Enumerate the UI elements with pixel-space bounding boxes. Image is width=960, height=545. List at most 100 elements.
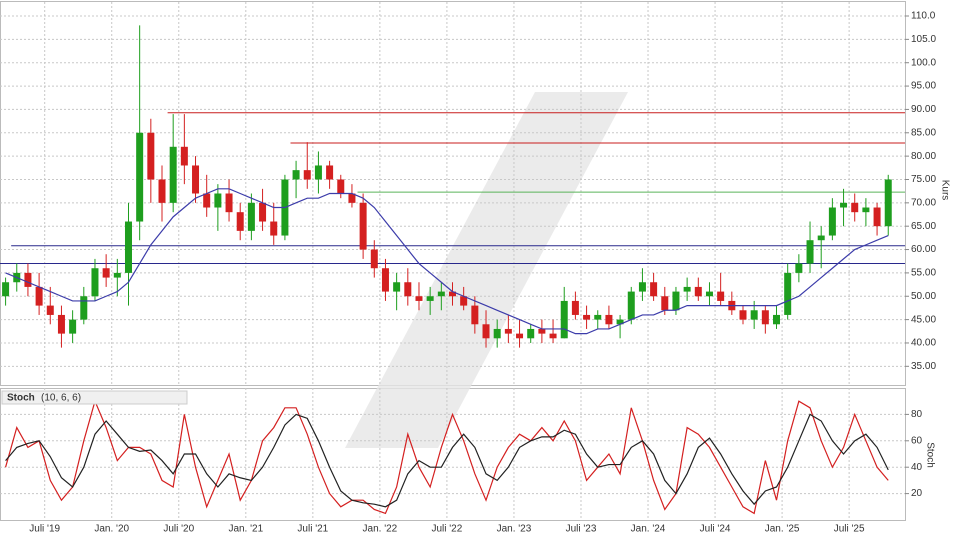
watermark bbox=[345, 92, 628, 448]
candle-body bbox=[717, 291, 725, 301]
candle-body bbox=[705, 291, 713, 297]
candle-body bbox=[270, 221, 278, 236]
y-axis-label: Stoch bbox=[924, 442, 935, 468]
candle-body bbox=[527, 328, 535, 339]
candle-body bbox=[203, 193, 211, 208]
candle-body bbox=[471, 305, 479, 325]
candle-body bbox=[460, 296, 468, 306]
candle-body bbox=[627, 291, 635, 320]
legend-title: Stoch bbox=[7, 393, 35, 404]
candle-body bbox=[650, 282, 658, 297]
candle-body bbox=[549, 333, 557, 339]
y-tick-label: 35.00 bbox=[911, 361, 936, 372]
legend-box bbox=[1, 390, 188, 405]
y-tick-label: 60 bbox=[911, 435, 923, 446]
candle-body bbox=[57, 314, 65, 334]
y-axis-label: Kurs bbox=[939, 180, 950, 201]
x-tick-label: Juli '19 bbox=[29, 524, 60, 535]
candle-body bbox=[449, 291, 456, 297]
x-tick-label: Juli '23 bbox=[566, 524, 597, 535]
candle-body bbox=[739, 310, 747, 320]
candle-body bbox=[761, 310, 769, 325]
candle-body bbox=[594, 314, 602, 320]
x-tick-label: Juli '22 bbox=[431, 524, 462, 535]
x-tick-label: Jan. '21 bbox=[228, 524, 263, 535]
y-tick-label: 70.00 bbox=[911, 197, 936, 208]
candle-body bbox=[124, 221, 132, 273]
candle-body bbox=[560, 300, 568, 339]
candle-body bbox=[113, 272, 121, 278]
candle-body bbox=[415, 296, 423, 301]
y-tick-label: 85.00 bbox=[911, 127, 936, 138]
moving-average bbox=[5, 188, 889, 335]
candle-body bbox=[773, 314, 781, 325]
candle-body bbox=[326, 165, 334, 180]
y-tick-label: 105.0 bbox=[911, 34, 936, 45]
x-tick-label: Juli '24 bbox=[700, 524, 731, 535]
candle-body bbox=[851, 202, 859, 213]
candle-body bbox=[91, 268, 99, 297]
candle-body bbox=[169, 146, 177, 203]
candle-body bbox=[583, 314, 591, 320]
candle-body bbox=[750, 310, 758, 320]
y-tick-label: 100.0 bbox=[911, 57, 936, 68]
legend-params: (10, 6, 6) bbox=[41, 393, 81, 404]
candle-body bbox=[158, 179, 166, 203]
y-tick-label: 40.00 bbox=[911, 338, 936, 349]
candle-body bbox=[236, 212, 244, 231]
candle-body bbox=[247, 202, 255, 231]
y-tick-label: 75.00 bbox=[911, 174, 936, 185]
candle-body bbox=[616, 319, 624, 325]
candle-body bbox=[225, 193, 233, 213]
candle-body bbox=[404, 282, 412, 297]
candle-body bbox=[638, 282, 646, 292]
candle-body bbox=[605, 314, 613, 325]
y-tick-label: 65.00 bbox=[911, 221, 936, 232]
candle-body bbox=[538, 328, 546, 334]
y-tick-label: 60.00 bbox=[911, 244, 936, 255]
candle-body bbox=[180, 146, 188, 166]
y-tick-label: 110.0 bbox=[911, 11, 936, 22]
x-tick-label: Jan. '23 bbox=[497, 524, 532, 535]
candle-body bbox=[884, 179, 892, 227]
stoch-line bbox=[5, 399, 889, 515]
candle-body bbox=[303, 170, 311, 180]
candle-body bbox=[672, 291, 680, 311]
x-tick-label: Jan. '22 bbox=[363, 524, 398, 535]
candle-body bbox=[661, 296, 669, 311]
candle-body bbox=[192, 165, 200, 194]
y-tick-label: 80 bbox=[911, 409, 923, 420]
x-tick-label: Juli '25 bbox=[834, 524, 865, 535]
y-tick-label: 20 bbox=[911, 488, 923, 499]
y-tick-label: 55.00 bbox=[911, 268, 936, 279]
candle-body bbox=[516, 333, 524, 339]
candle-body bbox=[381, 268, 389, 292]
y-tick-label: 45.00 bbox=[911, 314, 936, 325]
candle-body bbox=[337, 179, 345, 194]
candle-body bbox=[571, 300, 579, 315]
x-tick-label: Juli '21 bbox=[297, 524, 328, 535]
candle-body bbox=[214, 193, 222, 208]
candle-body bbox=[147, 132, 155, 180]
candle-body bbox=[136, 132, 144, 222]
y-tick-label: 80.00 bbox=[911, 151, 936, 162]
candle-body bbox=[393, 282, 401, 292]
y-tick-label: 90.00 bbox=[911, 104, 936, 115]
x-tick-label: Jan. '24 bbox=[631, 524, 666, 535]
candle-body bbox=[348, 193, 356, 203]
candle-body bbox=[46, 305, 54, 315]
candle-body bbox=[2, 282, 10, 297]
candle-body bbox=[493, 328, 501, 339]
y-tick-label: 40 bbox=[911, 462, 923, 473]
candle-body bbox=[80, 296, 88, 320]
candle-body bbox=[840, 202, 848, 208]
candle-body bbox=[359, 202, 367, 250]
x-tick-label: Juli '20 bbox=[163, 524, 194, 535]
x-tick-label: Jan. '25 bbox=[765, 524, 800, 535]
stoch-line bbox=[5, 413, 889, 508]
candle-body bbox=[426, 296, 434, 301]
candle-body bbox=[35, 286, 43, 306]
candle-body bbox=[828, 207, 836, 236]
candle-body bbox=[259, 202, 267, 222]
